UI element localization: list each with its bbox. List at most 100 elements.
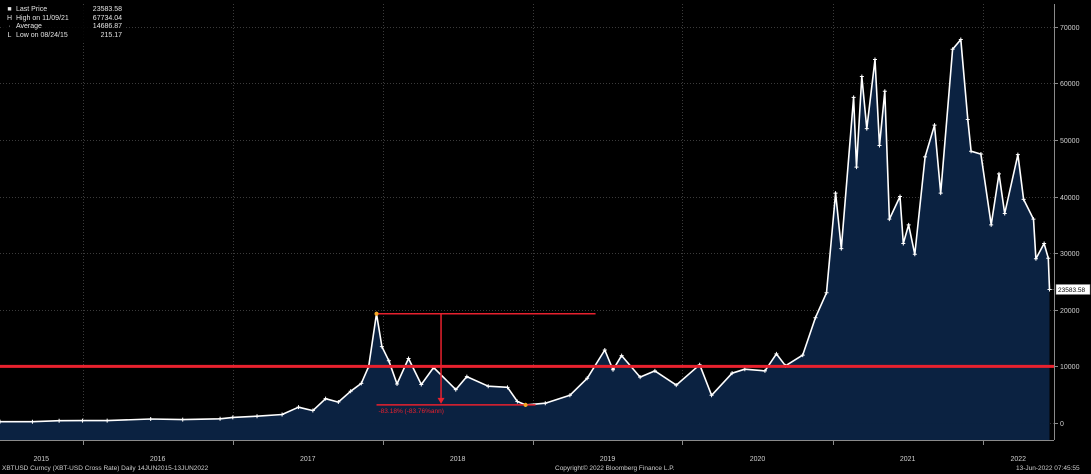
footer-copyright: Copyright© 2022 Bloomberg Finance L.P. (555, 465, 675, 472)
price-marker (923, 154, 928, 159)
legend-value: 14686.87 (92, 23, 122, 31)
price-marker (762, 368, 767, 373)
price-marker (996, 171, 1001, 176)
legend-label-group: ■ Last Price (6, 6, 47, 15)
price-marker (359, 381, 364, 386)
legend-row: H High on 11/09/21 67734.04 (6, 15, 122, 24)
price-area (0, 38, 1051, 440)
price-marker (872, 57, 877, 62)
price-marker (638, 375, 643, 380)
price-marker (969, 149, 974, 154)
price-marker (882, 89, 887, 94)
price-marker (950, 47, 955, 52)
legend-row: ■ Last Price 23583.58 (6, 6, 122, 15)
legend-value: 67734.04 (92, 14, 122, 22)
x-tick-label: 2017 (300, 456, 316, 463)
price-marker (1033, 256, 1038, 261)
price-marker (965, 117, 970, 122)
x-tick-label: 2022 (1010, 456, 1026, 463)
y-tick-label: 0 (1060, 421, 1064, 428)
price-marker (602, 347, 607, 352)
y-axis: 0 10000 20000 30000 40000 50000 60000 70000 2358… (1049, 4, 1091, 440)
price-marker (1046, 256, 1051, 261)
price-marker (978, 152, 983, 157)
price-marker (255, 414, 260, 419)
legend-panel: ■ Last Price 23583.58 H High on 11/09/21 6773… (3, 5, 125, 43)
price-marker (105, 418, 110, 423)
price-marker (1047, 287, 1052, 292)
x-tick-label: 2019 (600, 456, 616, 463)
price-marker (0, 419, 2, 424)
legend-label: High on 11/09/21 (16, 14, 69, 22)
price-marker (453, 387, 458, 392)
price-marker (800, 353, 805, 358)
price-marker (464, 374, 469, 379)
x-axis: 2015 2016 2017 2018 2019 2020 2021 2022 (0, 440, 1054, 463)
price-marker (323, 396, 328, 401)
drawdown-end-dot (523, 402, 528, 407)
x-tick-label: 2020 (750, 456, 766, 463)
price-marker (989, 222, 994, 227)
legend-value: 215.17 (100, 31, 122, 39)
price-marker (958, 37, 963, 42)
price-marker (419, 382, 424, 387)
price-marker (310, 408, 315, 413)
price-marker (406, 356, 411, 361)
price-marker (898, 194, 903, 199)
price-marker (585, 376, 590, 381)
price-marker (774, 351, 779, 356)
y-tick-label: 50000 (1060, 138, 1080, 145)
price-marker (379, 344, 384, 349)
drawdown-start-dot (374, 311, 379, 316)
price-marker (1031, 217, 1036, 222)
legend-marker: ■ (7, 6, 12, 13)
legend-label-group: · Average (6, 23, 42, 32)
y-tick-label: 60000 (1060, 81, 1080, 88)
price-marker (854, 165, 859, 170)
y-tick-label: 40000 (1060, 195, 1080, 202)
x-tick-label: 2018 (450, 456, 466, 463)
drawdown-arrow (437, 397, 445, 404)
x-tick-label: 2016 (150, 456, 166, 463)
price-marker (887, 217, 892, 222)
legend-row: · Average 14686.87 (6, 23, 122, 32)
price-marker (619, 353, 624, 358)
price-marker (652, 368, 657, 373)
legend-label: Average (16, 23, 42, 31)
price-marker (348, 389, 353, 394)
legend-value: 23583.58 (92, 6, 122, 13)
y-tick-label: 70000 (1060, 25, 1080, 32)
drawdown-annotation: -83.18% (-83.76%ann) (374, 311, 596, 415)
x-tick-label: 2015 (33, 456, 49, 463)
price-marker (824, 290, 829, 295)
x-tick-label: 2021 (900, 456, 916, 463)
price-marker (1021, 197, 1026, 202)
price-marker (674, 383, 679, 388)
legend-label: Last Price (16, 6, 48, 13)
price-marker (611, 367, 616, 372)
price-marker (938, 191, 943, 196)
price-marker (1015, 152, 1020, 157)
price-area-base (0, 423, 1050, 440)
legend-marker: H (6, 14, 13, 22)
legend-marker: · (8, 23, 11, 31)
price-marker (833, 191, 838, 196)
price-marker (839, 246, 844, 251)
footer-bar: XBTUSD Curncy (XBT-USD Cross Rate) Daily… (0, 463, 1091, 474)
legend-label-group: L Low on 08/24/15 (6, 32, 68, 41)
last-price-label: 23583.58 (1058, 287, 1085, 294)
price-marker (543, 401, 548, 406)
price-marker (218, 416, 223, 421)
price-marker (912, 252, 917, 257)
price-marker (1002, 211, 1007, 216)
price-marker (932, 123, 937, 128)
price-marker (395, 381, 400, 386)
legend-marker: L (7, 31, 12, 39)
price-marker (386, 358, 391, 363)
price-marker (486, 384, 491, 389)
price-marker (906, 222, 911, 227)
price-marker (515, 399, 520, 404)
y-tick-label: 10000 (1060, 364, 1080, 371)
price-marker (851, 95, 856, 100)
